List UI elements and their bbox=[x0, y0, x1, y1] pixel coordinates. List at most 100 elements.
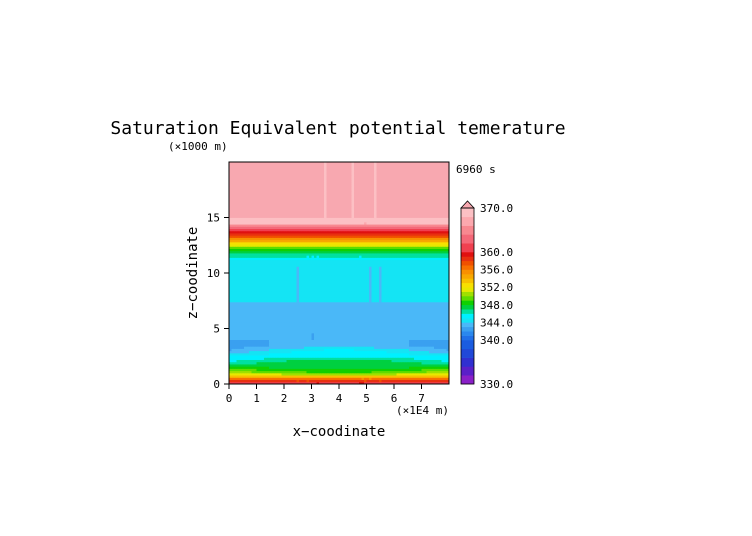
field-cell bbox=[411, 341, 415, 345]
field-cell bbox=[391, 257, 395, 261]
field-cell bbox=[296, 324, 300, 327]
field-cell bbox=[261, 339, 265, 343]
field-cell bbox=[271, 355, 275, 358]
field-cell bbox=[284, 372, 287, 376]
field-cell bbox=[364, 324, 367, 327]
field-cell bbox=[401, 352, 405, 356]
field-cell bbox=[296, 301, 300, 305]
field-cell bbox=[296, 261, 300, 265]
field-cell bbox=[284, 304, 287, 307]
field-cell bbox=[419, 348, 422, 352]
field-cell bbox=[404, 304, 407, 307]
field-cell bbox=[391, 277, 395, 281]
field-cell bbox=[301, 301, 305, 305]
field-cell bbox=[239, 326, 242, 329]
field-cell bbox=[429, 326, 432, 329]
field-cell bbox=[326, 277, 330, 281]
field-cell bbox=[324, 355, 327, 358]
field-cell bbox=[236, 319, 240, 323]
field-cell bbox=[389, 315, 392, 318]
field-cell bbox=[339, 359, 342, 363]
field-cell bbox=[346, 275, 350, 278]
field-cell bbox=[401, 368, 405, 372]
field-cell bbox=[389, 270, 392, 274]
field-cell bbox=[249, 286, 252, 289]
field-cell bbox=[344, 372, 347, 376]
field-cell bbox=[284, 335, 287, 338]
field-cell bbox=[301, 357, 305, 360]
field-cell bbox=[339, 319, 342, 323]
field-cell bbox=[366, 379, 370, 383]
field-cell bbox=[384, 357, 387, 360]
field-cell bbox=[391, 359, 395, 363]
field-cell bbox=[244, 332, 247, 336]
field-cell bbox=[244, 370, 247, 374]
field-cell bbox=[254, 366, 257, 369]
field-cell bbox=[339, 284, 342, 287]
field-cell bbox=[234, 364, 237, 367]
field-cell bbox=[306, 377, 310, 380]
field-cell bbox=[241, 257, 245, 261]
field-cell bbox=[234, 357, 237, 360]
field-cell bbox=[264, 375, 267, 378]
field-cell bbox=[404, 366, 407, 369]
field-cell bbox=[316, 317, 320, 321]
field-cell bbox=[309, 312, 312, 316]
field-cell bbox=[339, 321, 342, 325]
field-cell bbox=[361, 299, 365, 303]
field-cell bbox=[301, 266, 305, 269]
field-cell bbox=[234, 286, 237, 289]
field-cell bbox=[359, 286, 362, 289]
field-cell bbox=[446, 364, 450, 367]
field-cell bbox=[331, 355, 335, 358]
field-cell bbox=[409, 268, 412, 272]
field-cell bbox=[349, 370, 352, 374]
field-cell bbox=[409, 357, 412, 360]
field-cell bbox=[369, 273, 372, 276]
field-cell bbox=[361, 259, 365, 263]
field-cell bbox=[259, 266, 262, 269]
field-cell bbox=[309, 301, 312, 305]
field-cell bbox=[319, 370, 322, 374]
field-cell bbox=[269, 357, 272, 360]
field-cell bbox=[244, 328, 247, 332]
field-cell bbox=[339, 273, 342, 276]
field-cell bbox=[296, 350, 300, 354]
field-cell bbox=[259, 332, 262, 336]
field-cell bbox=[299, 259, 302, 263]
field-cell bbox=[314, 361, 317, 365]
field-cell bbox=[424, 268, 427, 272]
field-cell bbox=[411, 348, 415, 352]
field-cell bbox=[406, 301, 410, 305]
field-cell bbox=[399, 375, 402, 378]
field-cell bbox=[364, 317, 367, 321]
field-cell bbox=[339, 297, 342, 301]
field-cell bbox=[381, 344, 385, 347]
field-cell bbox=[281, 284, 285, 287]
field-cell bbox=[309, 286, 312, 289]
field-cell bbox=[279, 295, 282, 298]
field-cell bbox=[379, 352, 382, 356]
field-cell bbox=[279, 332, 282, 336]
field-cell bbox=[321, 359, 325, 363]
field-cell bbox=[241, 346, 245, 349]
field-cell bbox=[239, 275, 242, 278]
field-cell bbox=[371, 317, 375, 321]
field-cell bbox=[276, 337, 280, 340]
field-cell bbox=[374, 341, 377, 345]
field-cell bbox=[321, 301, 325, 305]
field-cell bbox=[304, 279, 307, 283]
field-cell bbox=[289, 290, 292, 294]
field-cell bbox=[269, 264, 272, 267]
field-cell bbox=[276, 301, 280, 305]
field-cell bbox=[296, 312, 300, 316]
field-cell bbox=[299, 286, 302, 289]
field-cell bbox=[261, 368, 265, 372]
field-cell bbox=[249, 359, 252, 363]
field-cell bbox=[366, 357, 370, 360]
field-cell bbox=[281, 273, 285, 276]
field-cell bbox=[286, 286, 290, 289]
field-cell bbox=[229, 306, 232, 309]
field-cell bbox=[266, 361, 270, 365]
field-cell bbox=[364, 295, 367, 298]
